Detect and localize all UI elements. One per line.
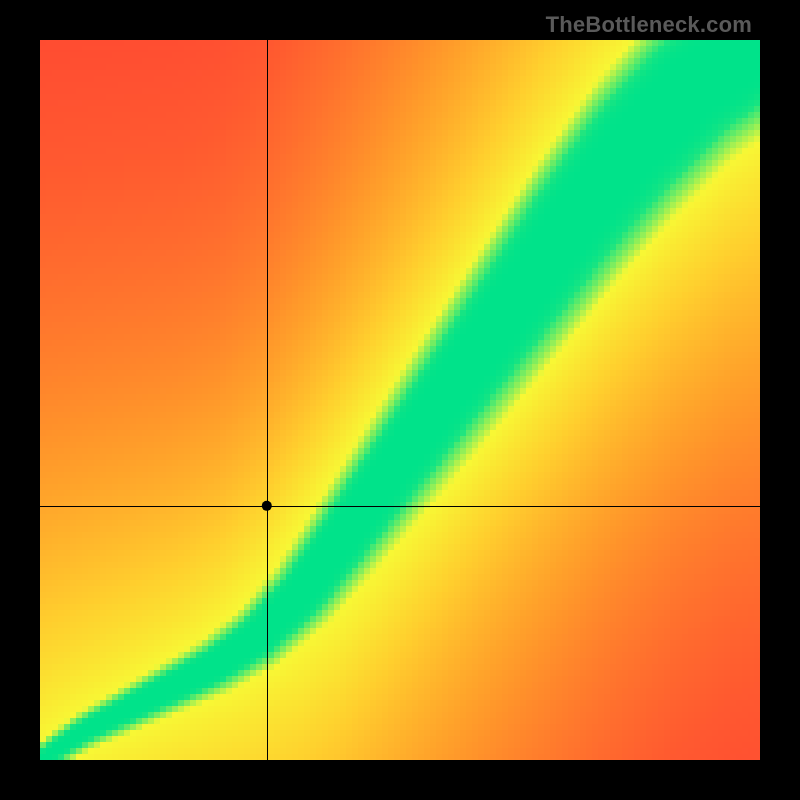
bottleneck-heatmap — [40, 40, 760, 760]
plot-frame — [40, 40, 760, 760]
watermark-text: TheBottleneck.com — [546, 12, 752, 38]
